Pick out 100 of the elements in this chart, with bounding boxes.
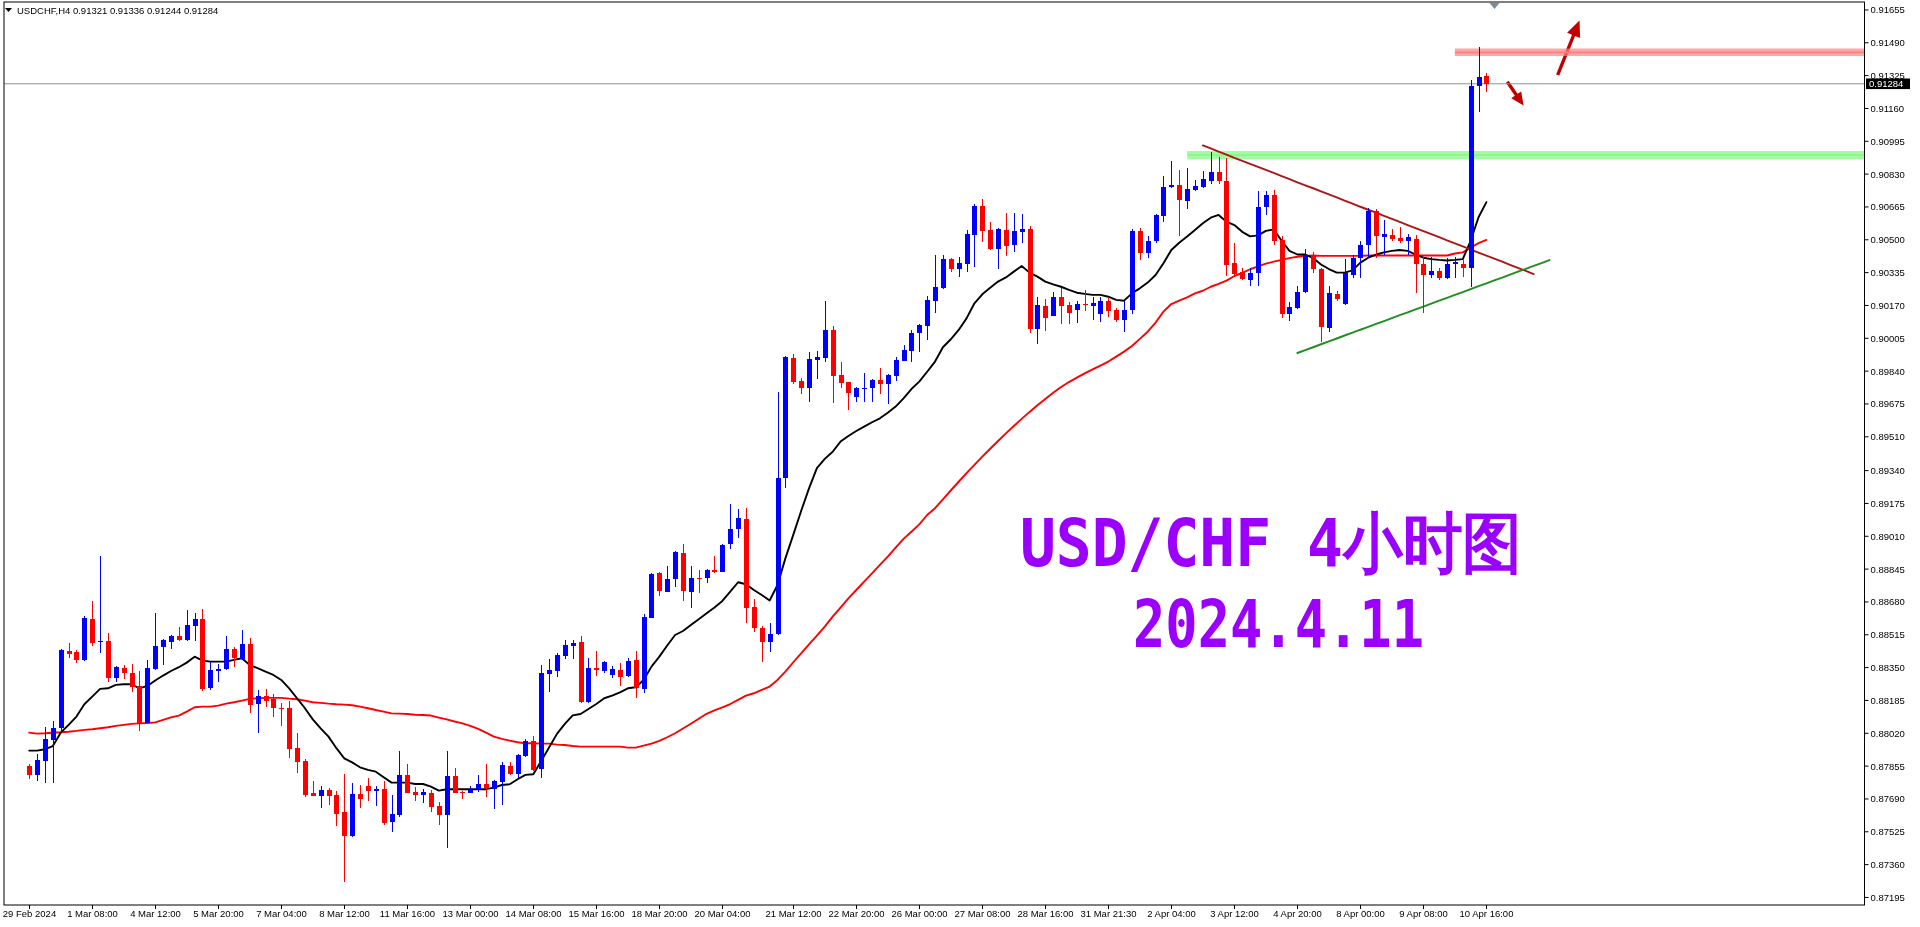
candlestick — [319, 785, 324, 809]
candlestick — [886, 373, 891, 405]
x-tick-label: 29 Feb 2024 — [2, 908, 57, 919]
x-tick-label: 31 Mar 21:30 — [1080, 908, 1137, 919]
y-tick-label: 0.87525 — [1870, 826, 1905, 838]
candlestick — [1358, 240, 1363, 279]
x-tick-label: 1 Mar 08:00 — [67, 908, 118, 919]
candlestick — [1445, 257, 1450, 280]
y-tick-label: 0.90830 — [1870, 168, 1905, 180]
candlestick — [996, 227, 1001, 270]
x-tick-label: 5 Mar 20:00 — [193, 908, 244, 919]
candlestick — [1351, 254, 1356, 279]
candlestick — [193, 612, 198, 642]
x-tick-label: 3 Apr 12:00 — [1210, 908, 1259, 919]
candlestick — [90, 600, 95, 647]
line-series — [1296, 259, 1551, 354]
candlestick — [1020, 213, 1025, 244]
candlestick — [1209, 151, 1214, 185]
y-tick-label: 0.87855 — [1870, 760, 1905, 772]
x-tick-label: 11 Mar 16:00 — [379, 908, 436, 919]
candlestick — [374, 785, 379, 807]
candlestick — [1098, 296, 1103, 323]
x-tick-label: 18 Mar 20:00 — [631, 908, 688, 919]
candlestick — [1051, 291, 1056, 317]
candlestick — [35, 753, 40, 782]
candlestick — [1287, 301, 1292, 322]
candlestick — [1232, 242, 1237, 277]
candlestick — [130, 663, 135, 693]
candlestick — [208, 661, 213, 691]
candlestick — [1075, 300, 1080, 324]
candlestick — [1295, 285, 1300, 310]
y-tick-label: 0.88680 — [1870, 596, 1905, 608]
candlestick — [1217, 156, 1222, 185]
candlestick — [839, 361, 844, 389]
candlestick — [689, 565, 694, 609]
candlestick — [224, 635, 229, 671]
annotation: USD/CHF 4小时图 — [1019, 504, 1523, 582]
candlestick — [429, 789, 434, 813]
candlestick — [43, 726, 48, 784]
x-tick-label: 14 Mar 08:00 — [505, 908, 562, 919]
candlestick — [342, 773, 347, 883]
x-tick-label: 27 Mar 08:00 — [954, 908, 1011, 919]
candlestick — [185, 609, 190, 642]
y-tick-label: 0.90995 — [1870, 135, 1905, 147]
y-tick-label: 0.88185 — [1870, 694, 1905, 706]
candlestick — [1484, 72, 1489, 93]
candlestick — [870, 378, 875, 403]
y-tick-label: 0.88020 — [1870, 727, 1905, 739]
y-tick-label: 0.91325 — [1870, 70, 1905, 81]
y-tick-label: 0.89340 — [1870, 465, 1905, 476]
candlestick — [1421, 256, 1426, 314]
candlestick — [697, 569, 702, 594]
y-tick-label: 0.89675 — [1870, 398, 1905, 410]
candlestick — [547, 658, 552, 693]
candlestick — [358, 784, 363, 809]
candlestick — [1004, 212, 1009, 257]
candlestick — [1264, 190, 1269, 216]
candlestick — [563, 639, 568, 660]
candlestick — [271, 693, 276, 718]
candlestick — [1177, 169, 1182, 237]
y-tick-label: 0.90170 — [1870, 299, 1905, 311]
candlestick — [1138, 227, 1143, 261]
annotation: 2024.4.11 — [1133, 585, 1424, 662]
candlestick — [736, 508, 741, 539]
candlestick — [500, 761, 505, 806]
y-tick-label: 0.88845 — [1870, 563, 1905, 575]
candlestick — [256, 689, 261, 734]
candlestick — [909, 329, 914, 363]
candlestick — [555, 652, 560, 678]
candlestick — [878, 367, 883, 395]
y-tick-label: 0.91160 — [1870, 102, 1905, 114]
y-tick-label: 0.89175 — [1870, 497, 1905, 509]
title: USDCHF,H4 0.91321 0.91336 0.91244 0.91284 — [17, 5, 219, 16]
y-tick-label: 0.90665 — [1870, 201, 1905, 213]
x-tick-label: 4 Apr 20:00 — [1273, 908, 1322, 919]
candlestick — [516, 753, 521, 779]
y-tick-label: 0.90005 — [1870, 332, 1905, 344]
candlestick — [153, 612, 158, 671]
x-tick-label: 8 Apr 00:00 — [1336, 908, 1385, 919]
candlestick — [390, 794, 395, 833]
candlestick — [728, 503, 733, 550]
candlestick — [51, 720, 56, 784]
x-tick-label: 26 Mar 00:00 — [891, 908, 948, 919]
candlestick — [917, 323, 922, 353]
candlestick — [665, 565, 670, 593]
candlestick — [1248, 267, 1253, 287]
candlestick — [232, 646, 237, 668]
candlestick — [366, 777, 371, 802]
x-tick-label: 22 Mar 20:00 — [828, 908, 885, 919]
candlestick — [295, 732, 300, 774]
y-tick-label: 0.87195 — [1870, 891, 1905, 903]
candlestick — [437, 801, 442, 826]
x-tick-label: 2 Apr 04:00 — [1147, 908, 1196, 919]
candlestick — [453, 767, 458, 794]
candlestick — [1453, 256, 1458, 279]
candlestick — [815, 350, 820, 380]
candlestick — [862, 372, 867, 403]
candlestick — [1091, 296, 1096, 321]
candlestick — [334, 790, 339, 827]
candlestick — [760, 625, 765, 663]
